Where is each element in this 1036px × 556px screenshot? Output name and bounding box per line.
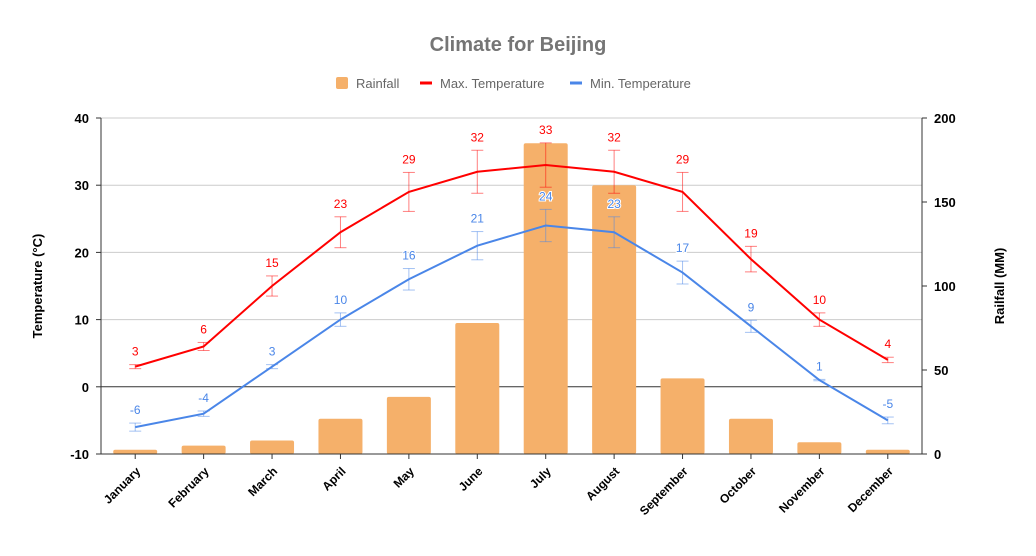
data-label: 29 bbox=[402, 152, 416, 166]
data-label: 33 bbox=[539, 123, 553, 137]
data-label: 16 bbox=[402, 249, 416, 263]
rainfall-bar bbox=[592, 185, 637, 454]
legend-item[interactable]: Max. Temperature bbox=[420, 76, 545, 91]
y-right-tick-label: 50 bbox=[934, 363, 948, 378]
rainfall-bar bbox=[660, 378, 705, 454]
y-left-tick-label: 30 bbox=[75, 178, 89, 193]
y-right-tick-label: 100 bbox=[934, 279, 956, 294]
x-tick-label: December bbox=[845, 464, 896, 515]
x-tick-label: September bbox=[637, 464, 691, 518]
y-left-tick-label: 40 bbox=[75, 111, 89, 126]
data-label: 3 bbox=[132, 345, 139, 359]
y-right-axis-title: Railfall (MM) bbox=[992, 248, 1007, 325]
data-label: 1 bbox=[816, 359, 823, 373]
data-label: 10 bbox=[334, 293, 348, 307]
y-left-tick-label: 0 bbox=[82, 380, 89, 395]
legend-label: Min. Temperature bbox=[590, 76, 691, 91]
data-label: 17 bbox=[676, 241, 690, 255]
data-label: 19 bbox=[744, 226, 758, 240]
x-tick-label: February bbox=[166, 464, 212, 510]
data-label: -6 bbox=[130, 403, 141, 417]
data-label: 15 bbox=[265, 256, 279, 270]
legend-label: Max. Temperature bbox=[440, 76, 545, 91]
data-label: 29 bbox=[676, 152, 690, 166]
rainfall-bar bbox=[728, 418, 773, 454]
y-left-axis-title: Temperature (°C) bbox=[30, 234, 45, 339]
legend-label: Rainfall bbox=[356, 76, 399, 91]
rainfall-bars bbox=[113, 143, 910, 454]
series-min-temperature: -6 -4 3 10 16 21 24 23 17 9 1 -5 bbox=[129, 188, 894, 432]
y-left-tick-label: 20 bbox=[75, 245, 89, 260]
data-label: -5 bbox=[882, 397, 893, 411]
data-label: -4 bbox=[198, 391, 209, 405]
data-label: 9 bbox=[748, 300, 755, 314]
rainfall-bar bbox=[865, 449, 910, 454]
data-label: 23 bbox=[334, 197, 348, 211]
x-tick-label: April bbox=[319, 464, 348, 493]
temperature-line bbox=[135, 224, 889, 429]
data-label: 32 bbox=[471, 130, 485, 144]
data-label: 3 bbox=[269, 345, 276, 359]
chart-title: Climate for Beijing bbox=[430, 34, 607, 56]
data-label: 4 bbox=[884, 337, 891, 351]
legend-item[interactable]: Min. Temperature bbox=[570, 76, 691, 91]
legend[interactable]: Rainfall Max. Temperature Min. Temperature bbox=[336, 76, 691, 91]
rainfall-bar bbox=[250, 440, 295, 454]
legend-item[interactable]: Rainfall bbox=[336, 76, 399, 91]
x-tick-label: June bbox=[456, 464, 486, 494]
rainfall-bar bbox=[797, 442, 842, 454]
rainfall-bar bbox=[386, 396, 431, 454]
data-label: 24 bbox=[539, 189, 553, 203]
rainfall-bar bbox=[318, 418, 363, 454]
rainfall-bar bbox=[455, 322, 500, 454]
y-right-tick-label: 0 bbox=[934, 447, 941, 462]
legend-swatch bbox=[336, 77, 348, 89]
x-tick-label: July bbox=[527, 464, 554, 491]
temperature-line bbox=[134, 164, 889, 368]
rainfall-bar bbox=[523, 143, 568, 454]
data-label: 23 bbox=[607, 197, 621, 211]
y-left-tick-label: -10 bbox=[70, 447, 89, 462]
x-tick-label: January bbox=[101, 464, 144, 507]
temperature-lines: 3 6 15 23 29 32 33 32 29 19 10 4 -6 -4 3 10 16 21 24 23 17 9 1… bbox=[129, 122, 894, 432]
y-right-tick-label: 150 bbox=[934, 195, 956, 210]
x-tick-label: October bbox=[717, 464, 760, 507]
rainfall-bar bbox=[113, 449, 158, 454]
x-tick-label: August bbox=[583, 464, 622, 503]
x-tick-label: May bbox=[391, 464, 418, 491]
data-label: 6 bbox=[200, 322, 207, 336]
data-label: 21 bbox=[471, 212, 485, 226]
y-right-tick-label: 200 bbox=[934, 111, 956, 126]
x-tick-label: March bbox=[245, 464, 280, 499]
rainfall-bar bbox=[181, 445, 226, 454]
axes: -10 0 10 20 30 40 0 50 100 150 200 January February M… bbox=[70, 111, 956, 518]
y-left-tick-label: 10 bbox=[75, 313, 89, 328]
data-label: 32 bbox=[607, 130, 621, 144]
x-tick-label: November bbox=[776, 464, 828, 516]
data-label: 10 bbox=[813, 293, 827, 307]
